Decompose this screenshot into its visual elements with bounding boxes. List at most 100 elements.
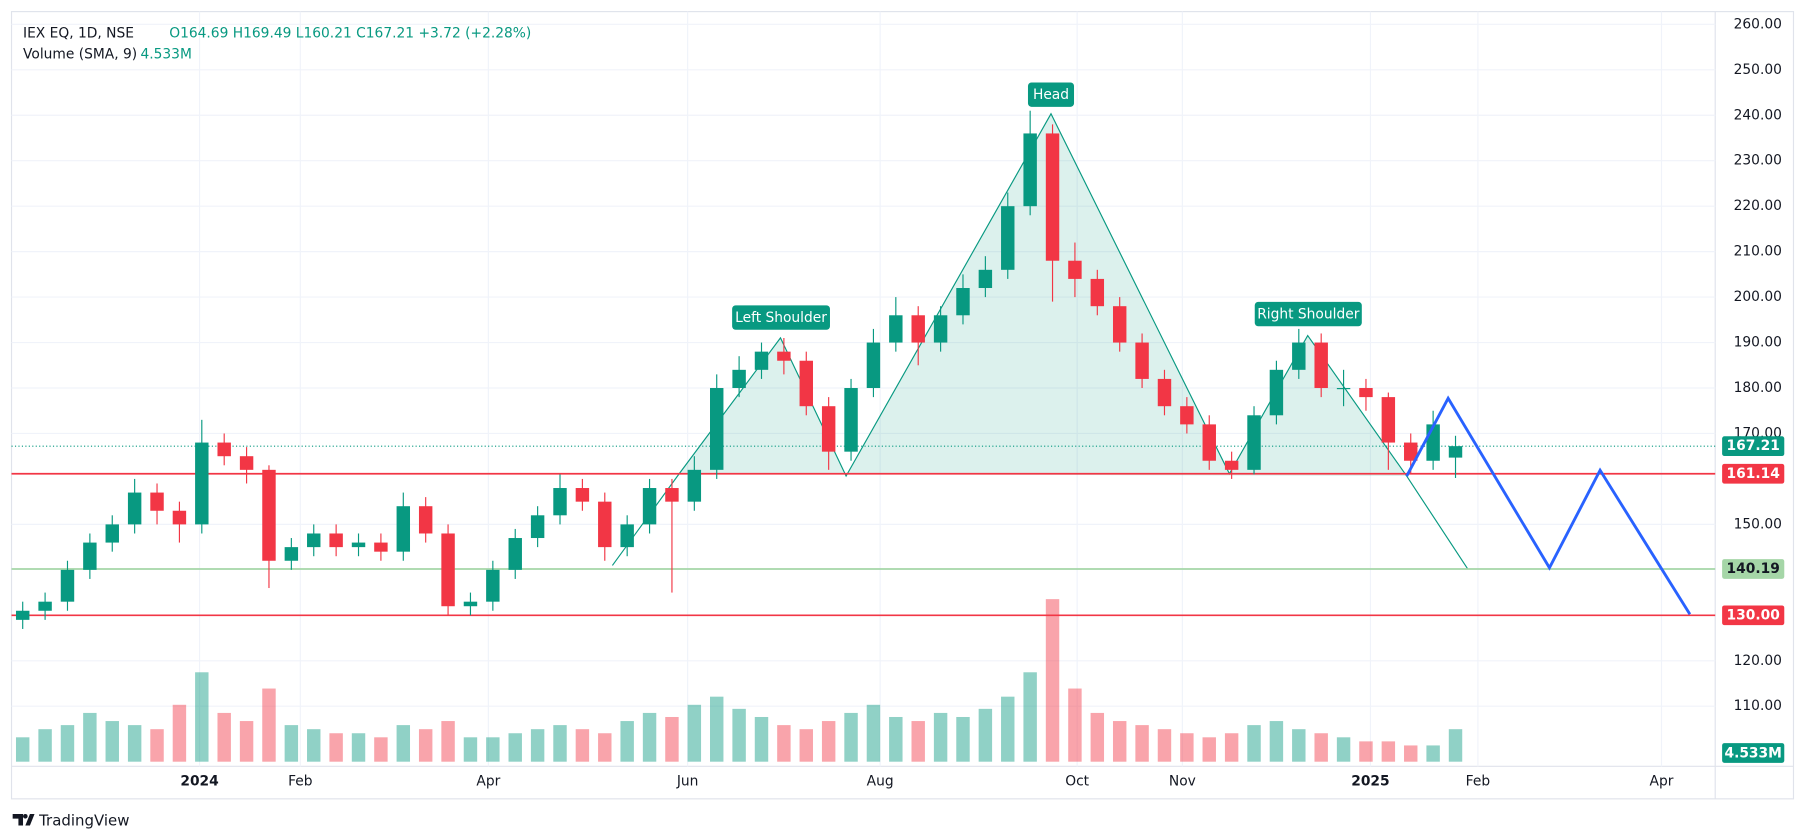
candle-body <box>150 492 164 511</box>
candle-body <box>598 501 612 548</box>
annotation-box <box>1027 82 1075 107</box>
volume-bar <box>1247 725 1261 762</box>
candle-body <box>1381 397 1396 443</box>
candle-body <box>1135 342 1149 379</box>
x-tick-label: Aug <box>867 773 894 789</box>
volume-bar <box>508 733 522 762</box>
candle-body <box>1180 406 1194 425</box>
volume-bar <box>553 725 567 762</box>
y-tick-label: 110.00 <box>1734 698 1782 714</box>
candle-body <box>1224 460 1239 470</box>
volume-bar <box>463 737 478 762</box>
volume-bar <box>1224 733 1239 762</box>
volume-bar <box>956 716 970 762</box>
y-tick-label: 190.00 <box>1734 335 1782 351</box>
candle-body <box>620 524 634 548</box>
volume-bar <box>217 712 231 762</box>
candle-body <box>575 488 590 502</box>
volume-bar <box>486 737 500 762</box>
volume-badge <box>1722 743 1785 763</box>
ohlc-readout: O164.69 H169.49 L160.21 C167.21 +3.72 (+… <box>169 26 531 42</box>
y-tick-label: 210.00 <box>1734 244 1782 260</box>
candle-body <box>1314 342 1328 389</box>
symbol-title: IEX EQ, 1D, NSE <box>23 26 134 42</box>
candle-body <box>486 569 500 602</box>
candle-body <box>441 533 455 607</box>
x-tick-label: 2024 <box>180 773 218 789</box>
candle-body <box>1090 278 1105 307</box>
volume-bar <box>1336 737 1351 762</box>
volume-bar <box>642 712 657 762</box>
volume-bar <box>418 729 433 762</box>
candle-body <box>1068 260 1082 279</box>
x-tick-label: Feb <box>288 773 313 789</box>
candle-body <box>665 488 679 502</box>
candle-body <box>956 288 970 316</box>
volume-bar <box>1068 688 1082 762</box>
candle-body <box>911 315 925 343</box>
candle-body <box>889 315 903 343</box>
volume-bar <box>127 725 142 762</box>
volume-title: Volume (SMA, 9) <box>23 47 137 63</box>
level-badge <box>1722 605 1785 626</box>
volume-badge-label: 4.533M <box>1725 746 1782 762</box>
volume-bar <box>239 721 254 762</box>
candle-body <box>127 492 142 525</box>
volume-bar <box>1404 745 1418 762</box>
volume-bar <box>754 716 769 762</box>
candle-body <box>1292 342 1306 370</box>
volume-bar <box>351 733 366 762</box>
candle-body <box>1001 206 1015 270</box>
x-tick-label: Apr <box>1650 773 1674 789</box>
volume-bar <box>262 688 276 762</box>
candle-body <box>1023 133 1037 207</box>
volume-bar <box>1292 729 1306 762</box>
volume-bar <box>105 721 119 762</box>
volume-bar <box>83 712 97 762</box>
candle-body <box>1112 306 1127 343</box>
volume-bar <box>866 704 881 762</box>
candle-body <box>38 601 52 611</box>
x-tick-label: Feb <box>1466 773 1491 789</box>
candle-body <box>1404 442 1418 461</box>
volume-bar <box>710 696 724 762</box>
volume-bar <box>978 708 993 762</box>
candle-body <box>1157 378 1172 407</box>
level-badge <box>1722 559 1785 579</box>
candle-body <box>329 533 343 548</box>
candle-body <box>754 351 769 370</box>
annotation-box <box>732 305 830 330</box>
brand-logo <box>12 813 35 826</box>
volume-bar <box>732 708 746 762</box>
y-tick-label: 250.00 <box>1734 62 1782 78</box>
candle-body <box>284 547 299 561</box>
volume-bar <box>195 672 209 762</box>
y-tick-label: 220.00 <box>1734 198 1782 214</box>
volume-bar <box>1269 721 1284 762</box>
candle-body <box>60 569 75 602</box>
candle-body <box>83 542 97 570</box>
annotation-box <box>1254 301 1362 327</box>
volume-bar <box>598 733 612 762</box>
candle-body <box>1045 133 1060 261</box>
volume-bar <box>150 729 164 762</box>
candle-body <box>307 533 321 548</box>
volume-bar <box>1180 733 1194 762</box>
volume-bar <box>530 729 545 762</box>
volume-bar <box>1001 696 1015 762</box>
candle-body <box>239 456 254 470</box>
candle-body <box>1336 388 1351 390</box>
level-badge-label: 161.14 <box>1727 466 1780 482</box>
volume-bar <box>15 737 30 762</box>
last-price-badge <box>1722 436 1785 457</box>
volume-bar <box>38 729 52 762</box>
level-badge <box>1722 463 1785 484</box>
candle-body <box>396 506 411 552</box>
candle-body <box>978 269 993 289</box>
annotation: Head <box>1033 87 1069 103</box>
volume-bar <box>374 737 388 762</box>
candle-body <box>1448 446 1463 458</box>
annotation: Right Shoulder <box>1257 307 1359 323</box>
volume-bar <box>687 704 702 762</box>
candle-body <box>463 601 478 607</box>
